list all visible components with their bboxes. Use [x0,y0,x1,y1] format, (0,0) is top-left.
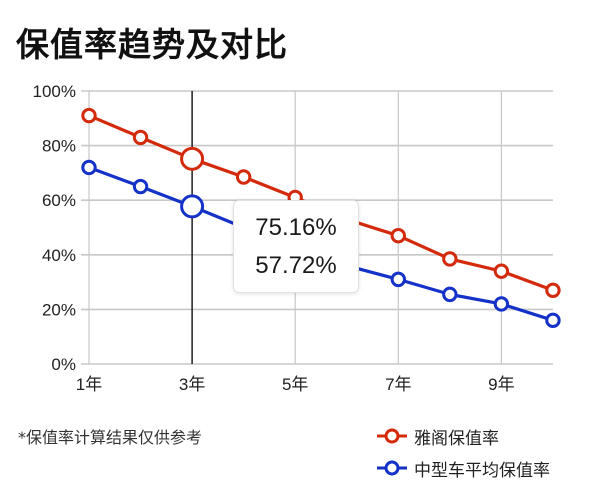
page-title: 保值率趋势及对比 [16,25,288,64]
x-tick-label: 3年 [179,375,205,394]
data-point[interactable] [390,227,406,244]
data-point[interactable] [493,263,510,279]
x-tick-label: 5年 [282,375,308,394]
legend-item-yage[interactable]: 雅阁保值率 [376,420,550,452]
data-point[interactable] [180,146,205,171]
data-point[interactable] [235,169,252,185]
y-tick-label: 40% [42,246,76,265]
x-axis-labels: 1年 3年 5年 7年 9年 [76,375,515,394]
data-point[interactable] [81,159,97,176]
legend-marker-blue-icon [377,460,407,476]
data-point[interactable] [493,296,510,312]
y-tick-label: 0% [51,355,76,374]
y-tick-label: 60% [42,191,76,210]
tooltip-value-average: 57.72% [255,251,337,279]
data-point[interactable] [545,282,561,298]
y-tick-label: 100% [33,82,76,101]
data-point[interactable] [132,178,149,195]
data-point[interactable] [132,129,149,146]
chart-tooltip: 75.16% 57.72% [233,200,359,293]
data-point[interactable] [180,194,205,219]
tooltip-value-yage: 75.16% [255,213,337,241]
y-tick-label: 20% [42,300,76,319]
data-point[interactable] [442,251,458,267]
footnote: *保值率计算结果仅供参考 [18,428,203,447]
legend-label: 中型车平均保值率 [414,460,550,481]
data-point[interactable] [390,271,406,288]
x-tick-label: 9年 [488,375,514,394]
data-point[interactable] [442,286,458,303]
x-tick-label: 1年 [76,375,102,394]
chart-legend: 雅阁保值率 中型车平均保值率 [376,420,550,484]
y-axis-labels: 0% 20% 40% 60% 80% 100% [33,82,76,374]
data-point[interactable] [545,312,561,329]
data-point[interactable] [81,107,97,124]
legend-marker-red-icon [377,428,407,444]
x-tick-label: 7年 [385,375,411,394]
legend-label: 雅阁保值率 [414,428,499,449]
legend-item-average[interactable]: 中型车平均保值率 [376,452,550,484]
y-tick-label: 80% [42,137,76,156]
